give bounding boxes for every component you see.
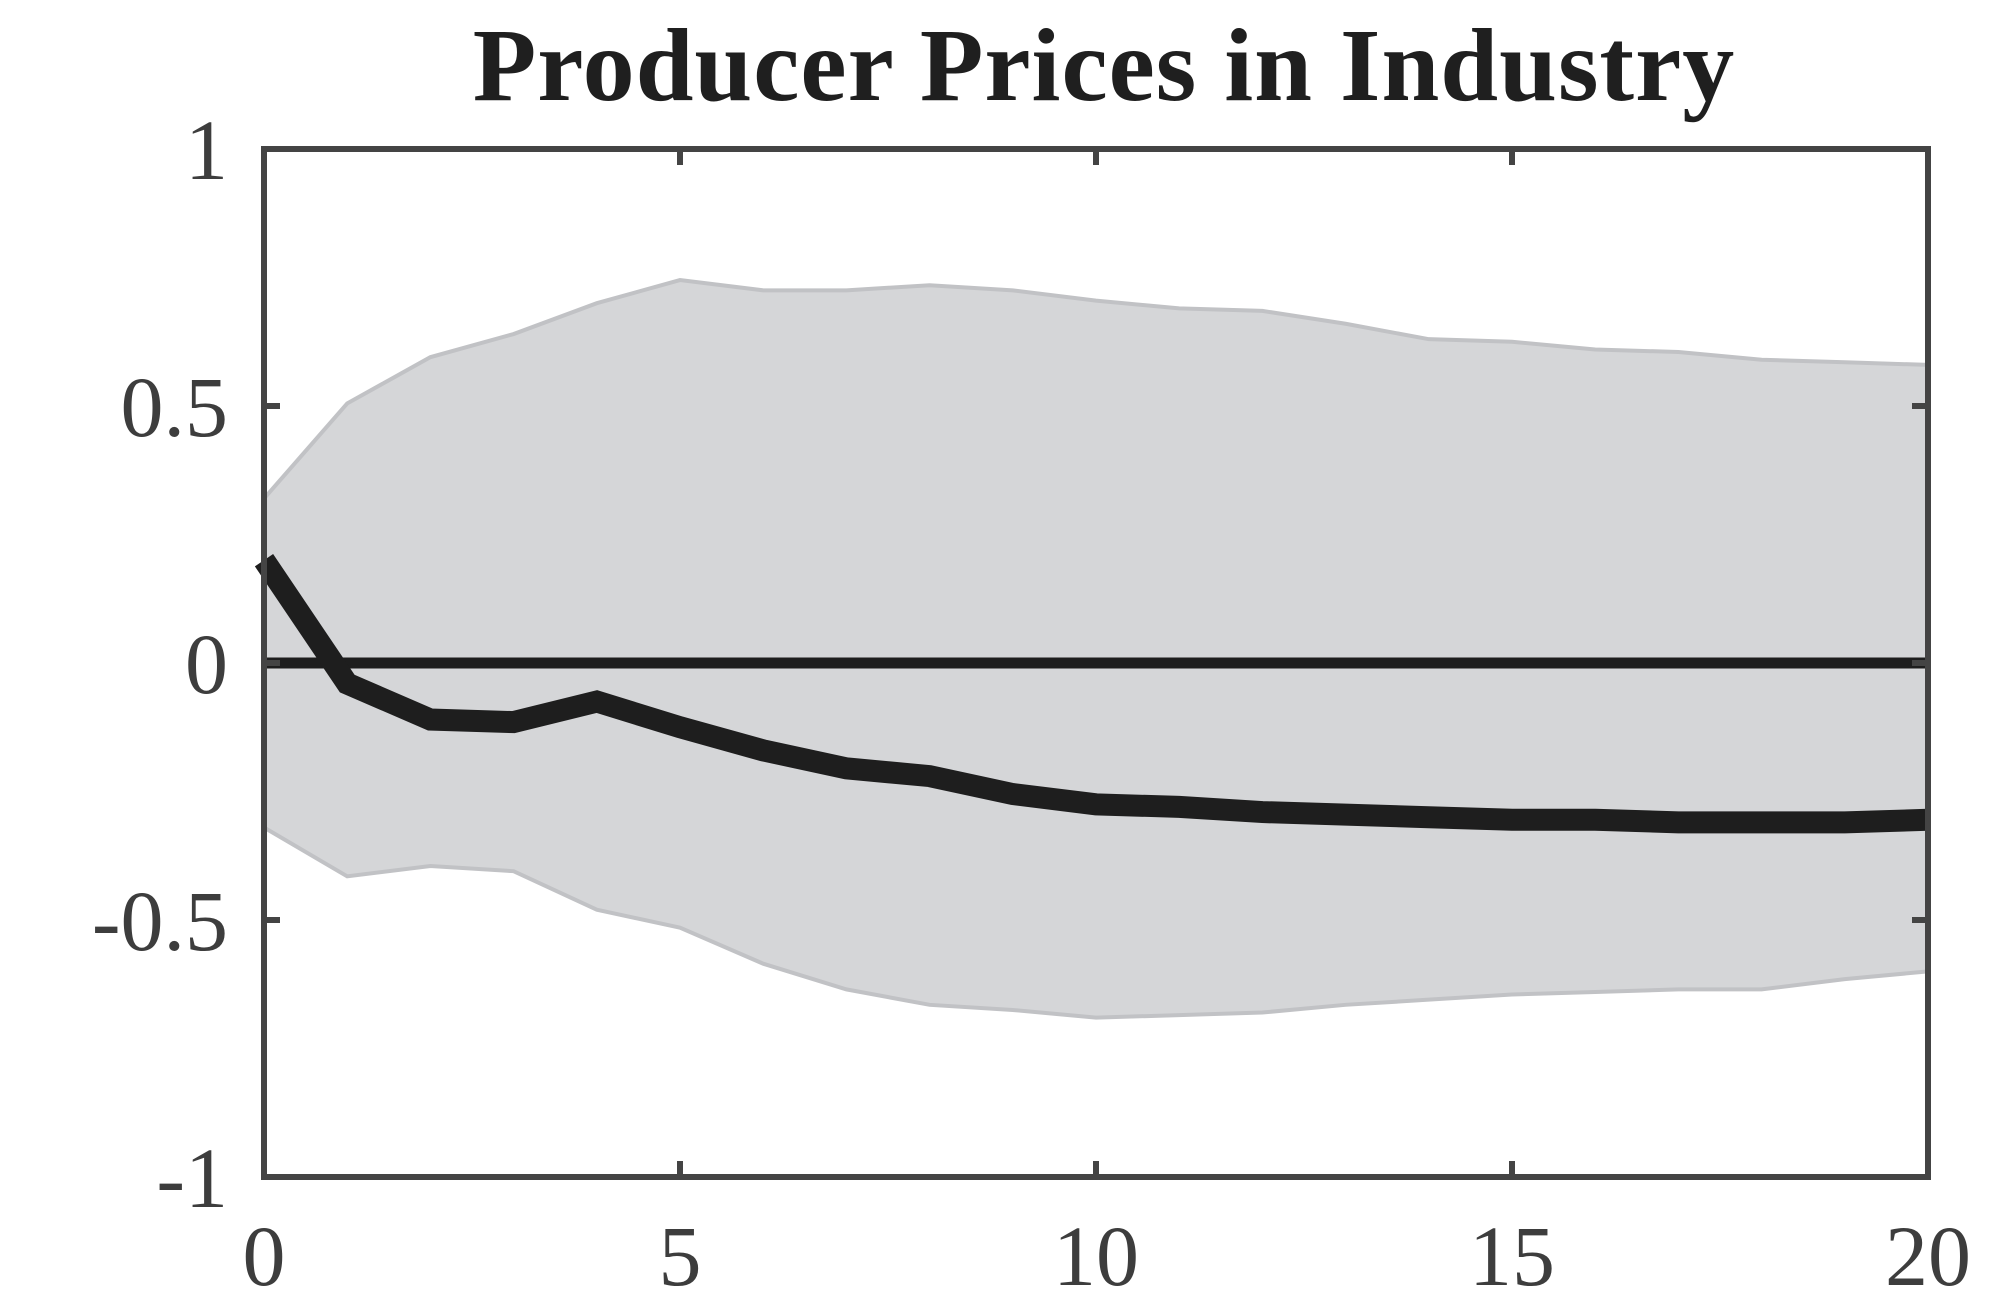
x-tick-label: 5 bbox=[659, 1208, 702, 1293]
y-tick-label: 1 bbox=[185, 102, 228, 198]
chart-title: Producer Prices in Industry bbox=[473, 8, 1735, 123]
y-tick-label: 0 bbox=[185, 616, 228, 712]
x-tick-label: 15 bbox=[1469, 1208, 1555, 1293]
tick-labels: 0 5 10 15 20 1 0.5 0 -0.5 -1 bbox=[92, 102, 1971, 1293]
lower-band-line bbox=[262, 825, 1929, 1020]
axes bbox=[261, 146, 1931, 1180]
y-tick-label: -1 bbox=[156, 1130, 228, 1226]
plot-area bbox=[254, 278, 1929, 1020]
y-tick-label: -0.5 bbox=[92, 873, 228, 969]
response-line bbox=[254, 554, 1929, 834]
x-tick-label: 10 bbox=[1053, 1208, 1139, 1293]
x-tick-label: 0 bbox=[243, 1208, 286, 1293]
upper-band-line bbox=[262, 278, 1929, 500]
y-tick-label: 0.5 bbox=[121, 359, 229, 455]
x-tick-label: 20 bbox=[1885, 1208, 1971, 1293]
confidence-band bbox=[264, 280, 1928, 1018]
